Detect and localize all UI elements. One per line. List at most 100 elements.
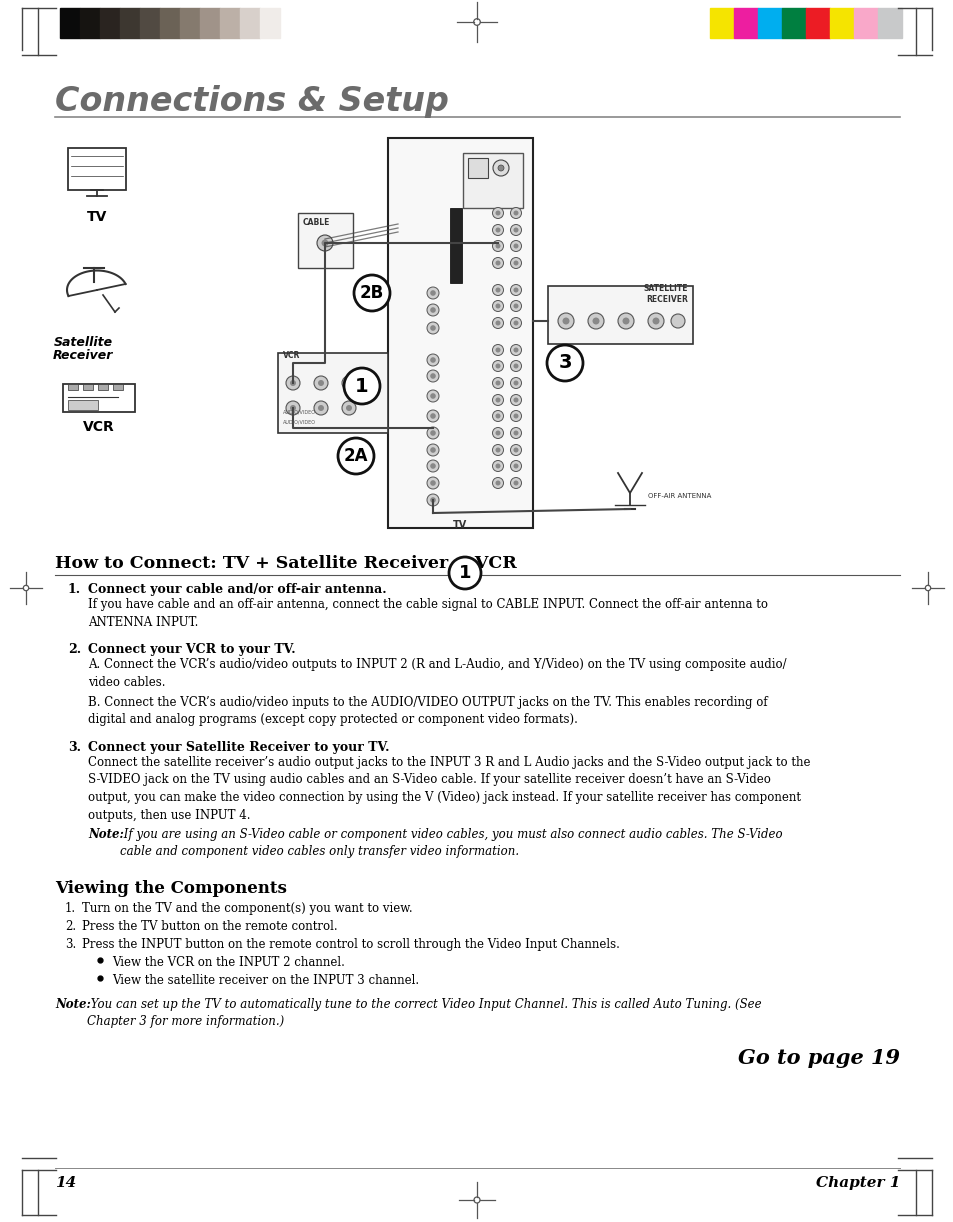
Circle shape [592, 318, 598, 325]
Circle shape [346, 380, 352, 386]
Circle shape [492, 208, 503, 219]
Text: Connect your Satellite Receiver to your TV.: Connect your Satellite Receiver to your … [88, 741, 389, 754]
Circle shape [495, 287, 500, 292]
Bar [180, 9, 200, 38]
Text: 1.: 1. [65, 902, 76, 915]
Bar [547, 286, 692, 345]
Circle shape [495, 380, 500, 385]
Circle shape [290, 404, 295, 411]
Circle shape [492, 360, 503, 371]
Text: 2A: 2A [343, 447, 368, 466]
Circle shape [492, 428, 503, 439]
Circle shape [341, 376, 355, 390]
Text: Note:: Note: [55, 998, 91, 1011]
Text: Press the INPUT button on the remote control to scroll through the Video Input C: Press the INPUT button on the remote con… [82, 938, 619, 951]
Circle shape [493, 160, 509, 176]
Circle shape [430, 373, 436, 379]
Circle shape [427, 287, 438, 299]
Bar [758, 9, 781, 38]
Text: Go to page 19: Go to page 19 [738, 1048, 899, 1068]
Text: OFF-AIR ANTENNA: OFF-AIR ANTENNA [647, 492, 711, 499]
Circle shape [510, 378, 521, 389]
Circle shape [314, 376, 328, 390]
Circle shape [558, 313, 574, 329]
Text: If you are using an S-Video cable or component video cables, you must also conne: If you are using an S-Video cable or com… [120, 829, 781, 859]
Circle shape [513, 260, 518, 265]
Bar [160, 9, 180, 38]
Circle shape [427, 426, 438, 439]
Circle shape [495, 480, 500, 485]
Circle shape [510, 478, 521, 489]
Circle shape [317, 380, 324, 386]
Circle shape [513, 447, 518, 452]
Circle shape [510, 301, 521, 312]
Circle shape [427, 323, 438, 334]
Bar [120, 9, 140, 38]
Circle shape [510, 318, 521, 329]
Circle shape [652, 318, 659, 325]
Circle shape [513, 413, 518, 418]
Circle shape [492, 241, 503, 252]
Circle shape [546, 345, 582, 381]
Text: How to Connect: TV + Satellite Receiver + VCR: How to Connect: TV + Satellite Receiver … [55, 555, 517, 572]
Text: AUDIO/VIDEO: AUDIO/VIDEO [283, 419, 315, 424]
Circle shape [670, 314, 684, 327]
Text: 14: 14 [55, 1176, 76, 1190]
Circle shape [314, 401, 328, 415]
Circle shape [513, 430, 518, 435]
Bar [853, 9, 877, 38]
Bar [200, 9, 220, 38]
Circle shape [430, 393, 436, 398]
Text: 2.: 2. [65, 920, 76, 934]
Circle shape [495, 363, 500, 369]
Bar [733, 9, 758, 38]
Bar [709, 9, 733, 38]
Circle shape [513, 243, 518, 248]
Circle shape [513, 227, 518, 232]
Bar [112, 384, 123, 390]
Text: Connect your VCR to your TV.: Connect your VCR to your TV. [88, 643, 295, 656]
Text: View the satellite receiver on the INPUT 3 channel.: View the satellite receiver on the INPUT… [112, 974, 418, 987]
Circle shape [430, 480, 436, 486]
Circle shape [510, 445, 521, 456]
Text: Connect your cable and/or off-air antenna.: Connect your cable and/or off-air antenn… [88, 583, 386, 596]
Circle shape [430, 290, 436, 296]
Bar [468, 158, 488, 178]
Circle shape [495, 430, 500, 435]
Circle shape [513, 303, 518, 308]
Circle shape [346, 404, 352, 411]
Circle shape [510, 395, 521, 406]
Circle shape [427, 494, 438, 506]
Circle shape [492, 411, 503, 422]
Circle shape [495, 303, 500, 308]
Text: SATELLITE
RECEIVER: SATELLITE RECEIVER [643, 284, 687, 304]
Text: VCR: VCR [83, 420, 114, 434]
Circle shape [427, 444, 438, 456]
Circle shape [495, 397, 500, 402]
Circle shape [427, 370, 438, 382]
Circle shape [286, 376, 299, 390]
Bar [462, 153, 522, 208]
Bar [805, 9, 829, 38]
Text: TV: TV [453, 521, 467, 530]
Circle shape [286, 401, 299, 415]
Circle shape [449, 557, 480, 589]
Circle shape [430, 357, 436, 363]
Circle shape [495, 347, 500, 352]
Circle shape [497, 165, 503, 171]
Circle shape [430, 325, 436, 331]
Circle shape [587, 313, 603, 329]
Circle shape [495, 210, 500, 215]
Text: 1.: 1. [68, 583, 81, 596]
Circle shape [427, 477, 438, 489]
Circle shape [495, 260, 500, 265]
Circle shape [427, 390, 438, 402]
Text: AUDIO/VIDEO: AUDIO/VIDEO [283, 409, 315, 414]
Circle shape [618, 313, 634, 329]
Text: CABLE: CABLE [303, 218, 330, 227]
Circle shape [427, 304, 438, 316]
Circle shape [513, 463, 518, 468]
Circle shape [317, 404, 324, 411]
Circle shape [495, 243, 500, 248]
Circle shape [492, 285, 503, 296]
